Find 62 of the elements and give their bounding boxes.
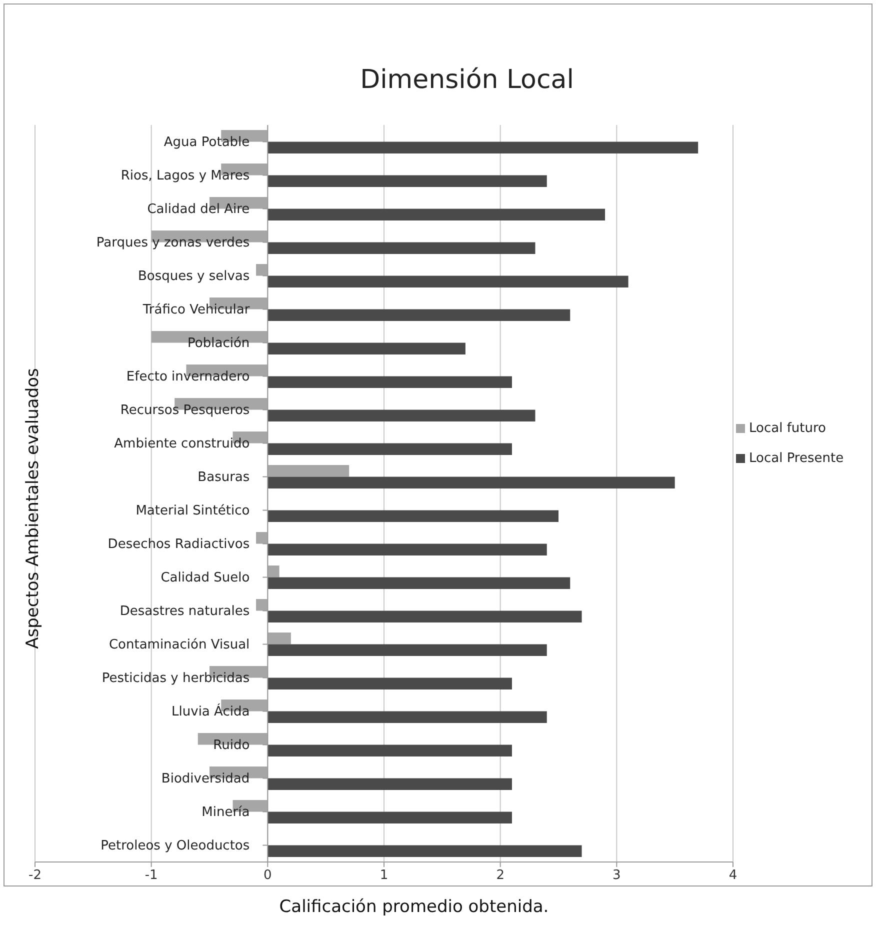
y-tick-label: Biodiversidad [161, 771, 250, 786]
bar [268, 610, 582, 622]
bar [256, 264, 268, 276]
y-tick-label: Petroleos y Oleoductos [100, 838, 250, 854]
bar [256, 599, 268, 611]
y-tick-label: Agua Potable [164, 134, 250, 150]
y-tick-label: Rios, Lagos y Mares [120, 168, 250, 184]
bar [268, 276, 628, 288]
bar [268, 208, 606, 220]
x-tick-label: 4 [728, 868, 738, 884]
legend-label: Local futuro [749, 421, 826, 436]
x-tick-label: 2 [496, 868, 504, 884]
x-tick-label: -1 [144, 868, 158, 884]
x-axis-title: Calificación promedio obtenida. [279, 897, 549, 917]
bar [268, 376, 512, 388]
bar [268, 309, 570, 321]
y-tick-label: Calidad Suelo [160, 570, 250, 586]
y-tick-label: Ambiente construido [114, 436, 250, 452]
chart-title: Dimensión Local [360, 65, 574, 95]
bar [268, 577, 570, 589]
y-axis-title: Aspectos Ambientales evaluados [23, 368, 43, 649]
y-tick-label: Efecto invernadero [126, 369, 250, 384]
y-tick-label: Ruido [213, 738, 250, 753]
bar [268, 711, 547, 723]
y-tick-label: Contaminación Visual [108, 637, 250, 652]
legend-label: Local Presente [749, 451, 844, 466]
bar [268, 242, 536, 254]
x-tick-label: 0 [264, 868, 272, 884]
bar [268, 510, 558, 522]
y-tick-label: Material Sintético [136, 503, 250, 518]
bar [268, 465, 350, 477]
y-tick-label: Desechos Radiactivos [108, 536, 250, 552]
bar [268, 566, 280, 578]
bar [268, 544, 547, 556]
y-tick-label: Recursos Pesqueros [120, 402, 250, 418]
bar [268, 778, 512, 790]
y-tick-label: Población [188, 336, 250, 351]
bar [268, 812, 512, 824]
bar [268, 845, 582, 857]
bar [268, 175, 547, 187]
y-tick-label: Desastres naturales [120, 604, 250, 619]
x-tick-label: 1 [380, 868, 388, 884]
y-tick-label: Pesticidas y herbicidas [102, 670, 250, 686]
bar [268, 476, 675, 488]
y-tick-label: Calidad del Aire [147, 202, 250, 217]
y-tick-label: Minería [202, 804, 250, 820]
bar [268, 632, 291, 644]
bar [268, 744, 512, 756]
y-tick-label: Bosques y selvas [138, 268, 250, 284]
bar [268, 410, 536, 422]
y-tick-label: Basuras [198, 470, 250, 485]
bar [268, 644, 547, 656]
bar [268, 342, 466, 354]
bar [256, 532, 268, 544]
x-tick-label: -2 [28, 868, 42, 884]
bar [268, 443, 512, 455]
x-tick-label: 3 [612, 868, 621, 884]
bar [268, 678, 512, 690]
bar [268, 142, 698, 154]
y-tick-label: Parques y zonas verdes [96, 235, 250, 250]
y-tick-label: Tráfico Vehicular [142, 302, 250, 318]
y-tick-label: Lluvia Ácida [172, 702, 250, 720]
